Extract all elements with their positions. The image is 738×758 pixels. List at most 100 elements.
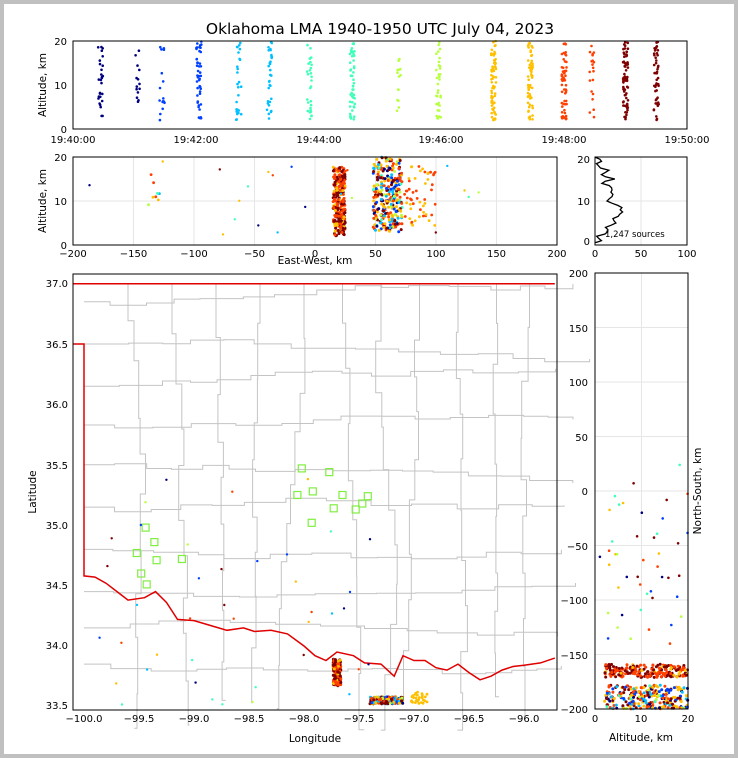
source-point bbox=[198, 90, 202, 93]
source-point bbox=[98, 103, 102, 107]
source-point bbox=[635, 535, 639, 538]
source-point bbox=[626, 41, 630, 45]
source-point bbox=[374, 228, 377, 232]
source-point bbox=[385, 226, 389, 230]
source-point bbox=[657, 690, 661, 694]
source-point bbox=[194, 681, 197, 684]
source-point bbox=[623, 72, 626, 76]
source-point bbox=[669, 688, 673, 692]
source-point bbox=[623, 55, 626, 58]
source-point bbox=[420, 701, 423, 704]
source-point bbox=[607, 665, 611, 669]
source-point bbox=[418, 215, 421, 219]
source-point bbox=[561, 105, 564, 108]
source-point bbox=[348, 100, 352, 104]
tick-label: 200 bbox=[547, 249, 566, 260]
source-point bbox=[611, 690, 615, 694]
source-point bbox=[434, 231, 437, 234]
source-point bbox=[654, 56, 657, 60]
source-point bbox=[621, 501, 625, 505]
source-point bbox=[646, 691, 650, 695]
source-point bbox=[98, 91, 102, 95]
source-point bbox=[101, 92, 104, 96]
tick-label: −200 bbox=[561, 705, 588, 716]
source-point bbox=[375, 175, 379, 179]
source-point bbox=[640, 511, 644, 514]
source-point bbox=[629, 637, 632, 640]
source-point bbox=[411, 202, 415, 206]
source-point bbox=[625, 113, 628, 117]
source-point bbox=[588, 111, 592, 114]
source-point bbox=[437, 43, 441, 47]
source-point bbox=[398, 190, 402, 194]
source-point bbox=[336, 670, 340, 674]
source-point bbox=[493, 59, 497, 63]
source-point bbox=[388, 226, 392, 230]
source-point bbox=[372, 208, 376, 212]
source-point bbox=[418, 696, 421, 699]
source-point bbox=[159, 112, 162, 116]
source-point bbox=[120, 641, 123, 644]
source-point bbox=[267, 86, 271, 90]
county-boundary bbox=[276, 283, 306, 710]
source-point bbox=[391, 166, 395, 170]
source-point bbox=[653, 49, 657, 52]
source-point bbox=[646, 670, 650, 674]
source-point bbox=[377, 207, 381, 211]
source-point bbox=[99, 105, 102, 109]
tick-label: 100 bbox=[677, 249, 696, 260]
source-point bbox=[656, 101, 660, 104]
tick-label: 0 bbox=[592, 249, 598, 260]
tick-label: 0 bbox=[61, 241, 67, 252]
source-point bbox=[348, 693, 351, 696]
source-point bbox=[648, 702, 652, 706]
source-point bbox=[159, 45, 162, 49]
source-point bbox=[348, 590, 352, 594]
source-point bbox=[625, 50, 629, 54]
source-point bbox=[626, 103, 629, 107]
source-point bbox=[269, 84, 272, 88]
source-point bbox=[308, 117, 312, 121]
source-point bbox=[396, 98, 399, 102]
source-point bbox=[100, 99, 104, 103]
source-point bbox=[433, 202, 437, 206]
station-marker bbox=[141, 523, 150, 532]
source-point bbox=[352, 118, 356, 121]
source-point bbox=[342, 607, 346, 610]
source-point bbox=[413, 177, 417, 180]
source-point bbox=[666, 687, 669, 691]
source-point bbox=[372, 166, 376, 170]
source-point bbox=[379, 221, 383, 225]
source-point bbox=[101, 64, 104, 67]
county-boundary bbox=[127, 283, 146, 729]
source-point bbox=[352, 115, 356, 118]
source-point bbox=[162, 97, 165, 100]
source-point bbox=[382, 226, 386, 229]
source-point bbox=[663, 674, 667, 678]
source-point bbox=[656, 674, 660, 678]
panel-altitude-histogram: 1,247 sources 0 50 100 0 10 20 bbox=[577, 155, 696, 260]
source-point bbox=[646, 693, 650, 697]
source-point bbox=[626, 108, 629, 112]
source-point bbox=[195, 80, 199, 83]
source-point bbox=[349, 68, 353, 71]
source-point bbox=[339, 681, 343, 684]
source-point bbox=[270, 41, 274, 45]
source-point bbox=[623, 65, 627, 68]
county-boundary bbox=[455, 283, 468, 731]
source-point bbox=[619, 671, 623, 675]
tick-label: −150 bbox=[120, 249, 147, 260]
source-point bbox=[160, 71, 164, 75]
source-point bbox=[399, 67, 402, 71]
source-point bbox=[623, 44, 627, 47]
source-point bbox=[198, 84, 201, 88]
source-point bbox=[310, 114, 313, 117]
source-point bbox=[624, 115, 627, 119]
county-boundary bbox=[375, 283, 398, 731]
source-point bbox=[335, 186, 339, 190]
source-point bbox=[335, 188, 339, 192]
source-point bbox=[682, 664, 686, 667]
source-point bbox=[631, 700, 635, 703]
source-point bbox=[138, 87, 141, 91]
source-point bbox=[380, 182, 384, 186]
